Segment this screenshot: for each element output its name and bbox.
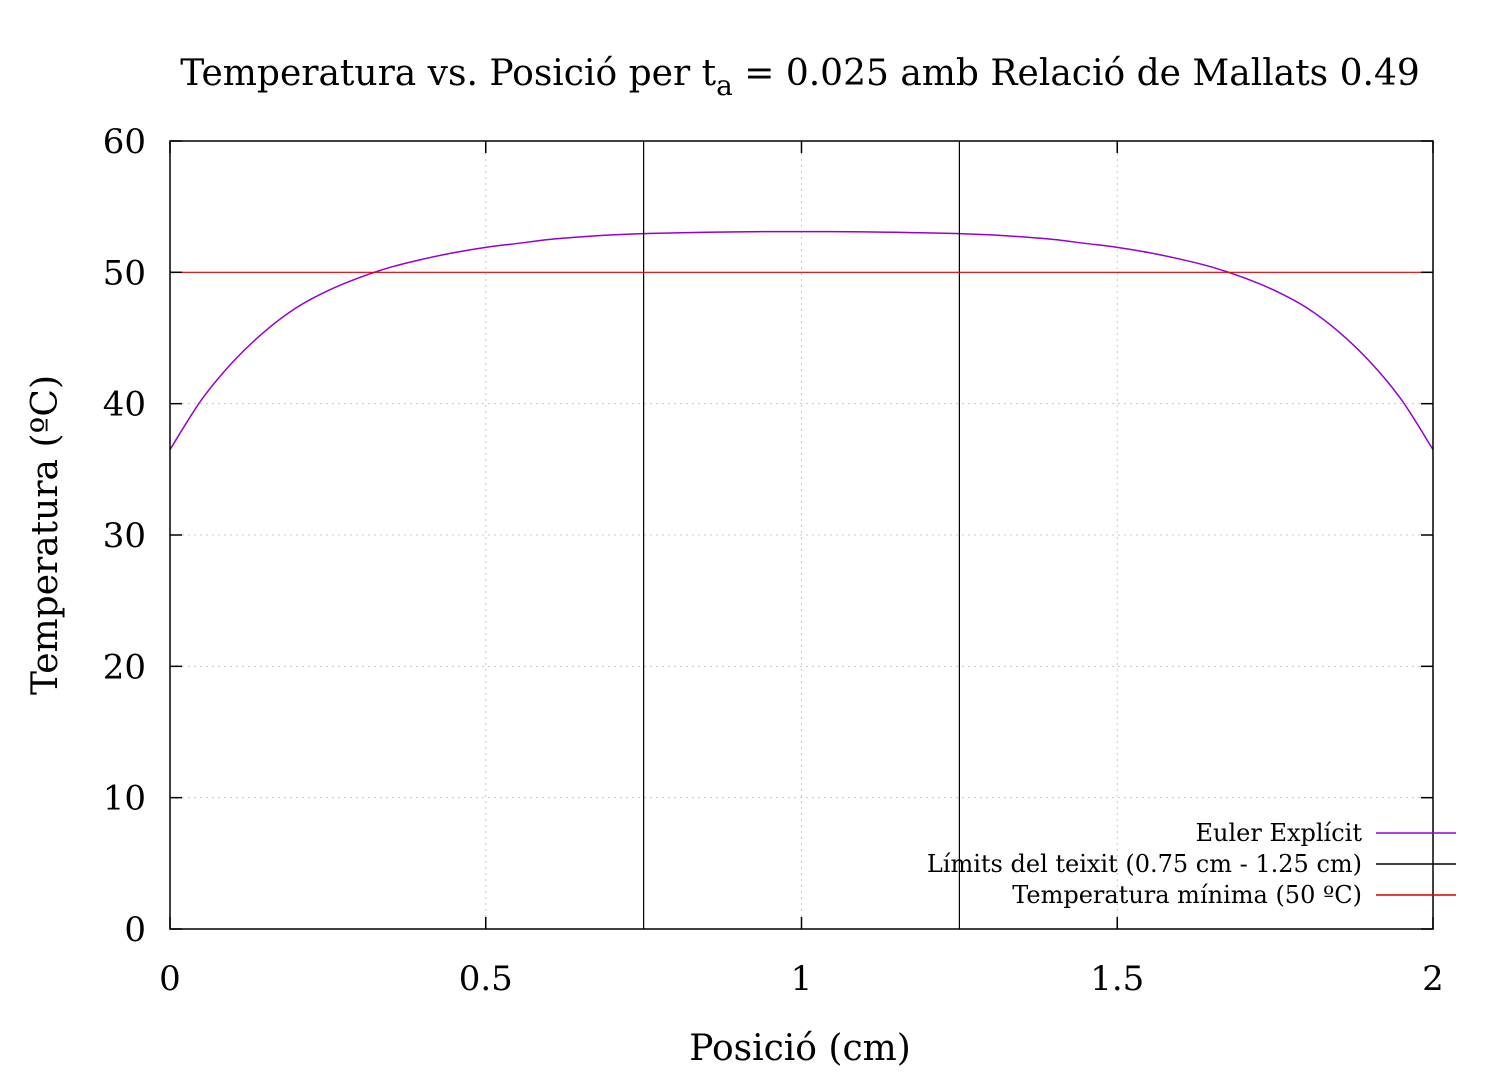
data-layer xyxy=(169,141,1434,929)
y-tick-label: 60 xyxy=(103,122,146,162)
legend-entry-label: Temperatura mínima (50 ºC) xyxy=(1012,881,1362,909)
legend: Euler Explícit Límits del teixit (0.75 cm… xyxy=(927,819,1456,909)
y-tick-label: 40 xyxy=(103,385,146,425)
x-tick-label: 1 xyxy=(791,959,813,999)
y-tick-label: 20 xyxy=(103,647,146,687)
legend-entry-label: Límits del teixit (0.75 cm - 1.25 cm) xyxy=(927,850,1362,878)
x-tick-label: 0.5 xyxy=(459,959,513,999)
x-axis-label: Posició (cm) xyxy=(689,1028,911,1069)
x-tick-label: 1.5 xyxy=(1090,959,1144,999)
x-tick-label: 0 xyxy=(159,959,181,999)
x-tick-label: 2 xyxy=(1422,959,1444,999)
chart-title-prefix: Temperatura vs. Posició per t xyxy=(180,53,716,94)
y-axis-label: Temperatura (ºC) xyxy=(25,375,66,695)
chart-title-suffix: = 0.025 amb Relació de Mallats 0.49 xyxy=(733,53,1420,94)
y-tick-label: 10 xyxy=(103,779,146,819)
grid-layer xyxy=(170,141,1433,929)
series-euler-explicit-line xyxy=(169,230,1434,451)
legend-entry-label: Euler Explícit xyxy=(1196,819,1363,847)
y-tick-label: 30 xyxy=(103,516,146,556)
y-tick-label: 0 xyxy=(124,910,146,950)
chart-title-subscript: a xyxy=(716,69,733,102)
y-tick-label: 50 xyxy=(103,253,146,293)
chart-title: Temperatura vs. Posició per ta = 0.025 a… xyxy=(180,53,1420,102)
